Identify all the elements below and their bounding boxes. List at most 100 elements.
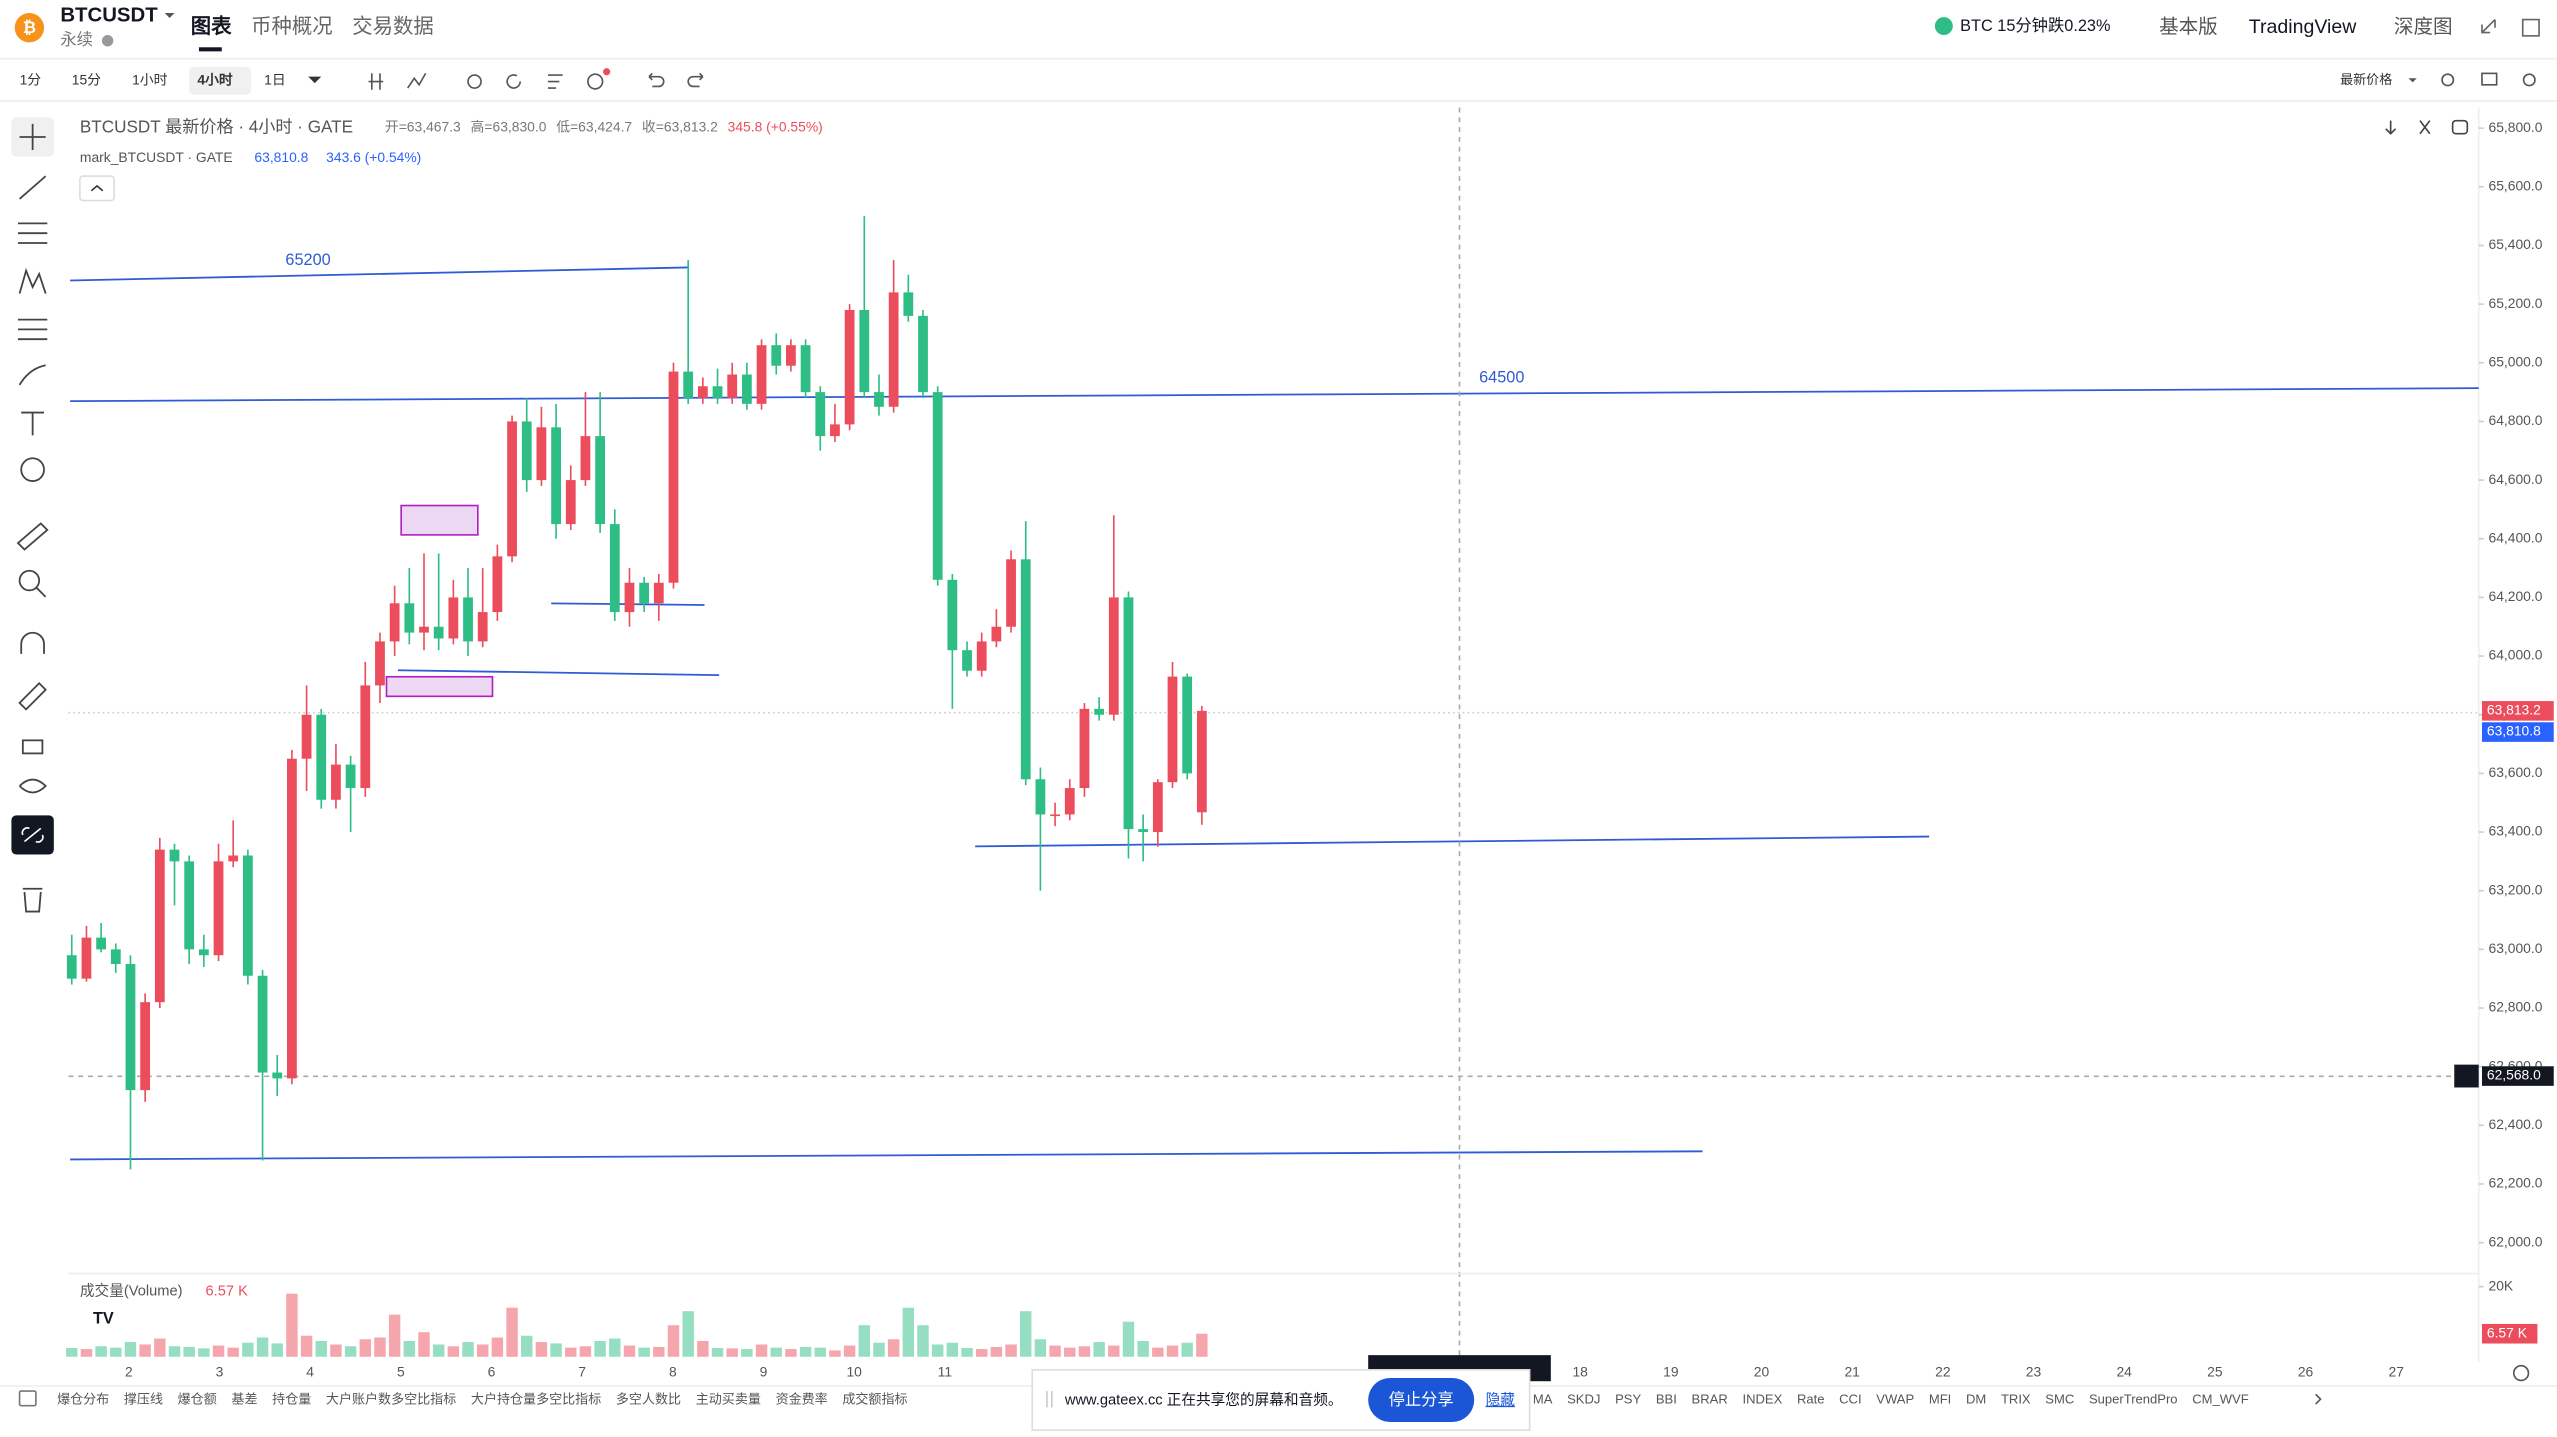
zone-box[interactable] <box>400 504 479 536</box>
collapse-caret[interactable] <box>90 184 104 192</box>
indicator[interactable]: DM <box>1966 1391 1986 1406</box>
hide-link[interactable]: 隐藏 <box>1486 1392 1516 1409</box>
y-tick-label: 62,400.0 <box>2489 1116 2543 1132</box>
price-type[interactable]: 最新价格 <box>2340 72 2392 87</box>
x-tick-label: 5 <box>397 1364 405 1380</box>
indicator[interactable]: SuperTrendPro <box>2089 1391 2178 1406</box>
volume-bar <box>315 1340 327 1357</box>
legend-title: BTCUSDT 最新价格 · 4小时 · GATE <box>80 118 353 137</box>
candle-body <box>609 524 620 613</box>
candle-body <box>727 374 738 398</box>
toolbar-icons[interactable] <box>368 72 2536 90</box>
interval-caret[interactable] <box>308 76 322 84</box>
drawing-tools[interactable] <box>16 123 49 913</box>
calendar-icon[interactable] <box>18 1390 37 1407</box>
price-tag-label: 63,813.2 <box>2487 702 2541 718</box>
window-icon[interactable] <box>2521 18 2540 37</box>
indicator[interactable]: BRAR <box>1692 1391 1728 1406</box>
symbol-caret[interactable] <box>164 13 175 18</box>
indicator[interactable]: 撑压线 <box>124 1391 163 1406</box>
collapse-button[interactable] <box>79 175 115 202</box>
zone-box[interactable] <box>385 675 494 698</box>
indicator[interactable]: TRIX <box>2001 1391 2031 1406</box>
indicator[interactable]: 成交额指标 <box>842 1391 907 1406</box>
interval[interactable]: 1日 <box>264 71 286 87</box>
candle-body <box>756 345 767 404</box>
candle-body <box>580 436 591 481</box>
candle-body <box>874 392 884 407</box>
x-tick-label: 24 <box>2116 1364 2132 1380</box>
y-tick-label: 63,400.0 <box>2489 823 2543 839</box>
volume-bar <box>521 1335 533 1357</box>
candle-body <box>463 597 473 642</box>
candle-body <box>1182 676 1193 774</box>
volume-bar <box>168 1346 181 1357</box>
candle-body <box>1020 559 1031 780</box>
link[interactable]: 基本版 <box>2159 16 2218 38</box>
candle-body <box>1006 559 1016 627</box>
indicator[interactable]: CM_WVF <box>2192 1391 2249 1406</box>
trend-lines[interactable] <box>70 266 2479 1161</box>
indicator[interactable]: CCI <box>1839 1391 1861 1406</box>
candle-body <box>228 855 239 862</box>
link[interactable]: 深度图 <box>2394 16 2453 38</box>
candle-body <box>1152 782 1163 833</box>
indicator[interactable]: MFI <box>1929 1391 1951 1406</box>
info-icon[interactable] <box>101 35 114 47</box>
symbol[interactable]: BTCUSDT <box>60 5 158 27</box>
chart-corner-icons[interactable] <box>2385 119 2469 135</box>
price-type-caret[interactable] <box>2408 78 2417 83</box>
x-tick-label: 3 <box>216 1364 224 1380</box>
indicator[interactable]: 持仓量 <box>272 1391 311 1406</box>
indicator[interactable]: 爆仓分布 <box>57 1391 109 1406</box>
indicator[interactable]: INDEX <box>1742 1391 1782 1406</box>
y-tick-label: 64,400.0 <box>2489 529 2543 545</box>
indicator[interactable]: 资金费率 <box>776 1391 828 1406</box>
tab[interactable]: 图表 <box>191 14 232 38</box>
indicator[interactable]: 爆仓额 <box>178 1391 217 1406</box>
volume-bar <box>476 1344 489 1357</box>
indicator[interactable]: MA <box>1533 1391 1553 1406</box>
indicator[interactable]: 大户持仓量多空比指标 <box>471 1391 601 1406</box>
candle-body <box>844 309 855 425</box>
x-tick-label: 21 <box>1844 1364 1860 1380</box>
link[interactable]: TradingView <box>2249 16 2357 38</box>
link-tool-icon[interactable] <box>21 827 44 843</box>
stop-label[interactable]: 停止分享 <box>1389 1391 1454 1409</box>
volume-bar <box>1020 1311 1032 1357</box>
crosshair-plus[interactable] <box>2454 1064 2479 1088</box>
indicator[interactable]: SKDJ <box>1567 1391 1600 1406</box>
indicator[interactable]: BBI <box>1656 1391 1677 1406</box>
indicator[interactable]: Rate <box>1797 1391 1825 1406</box>
indicator[interactable]: 大户账户数多空比指标 <box>326 1391 456 1406</box>
y-tick-label: 64,600.0 <box>2489 471 2543 487</box>
indicator[interactable]: PSY <box>1615 1391 1641 1406</box>
volume-tag-label: 6.57 K <box>2487 1324 2528 1340</box>
candle-body <box>507 421 517 557</box>
interval[interactable]: 15分 <box>72 71 101 87</box>
indicator[interactable]: 基差 <box>231 1391 257 1406</box>
indicator[interactable]: SMC <box>2045 1391 2074 1406</box>
more-arrow[interactable] <box>2315 1393 2322 1405</box>
volume-bar <box>95 1346 107 1357</box>
interval[interactable]: 1分 <box>20 71 42 87</box>
tab-indicator <box>198 47 222 52</box>
expand-icon[interactable] <box>2481 18 2496 34</box>
candle-body <box>81 937 92 979</box>
volume-bar <box>579 1346 592 1357</box>
indicator[interactable]: VWAP <box>1876 1391 1914 1406</box>
interval[interactable]: 4小时 <box>197 71 233 87</box>
ticker[interactable]: BTC 15分钟跌0.23% <box>1960 17 2110 35</box>
settings-icon[interactable] <box>2512 1364 2530 1382</box>
candle-body <box>1035 779 1046 815</box>
tab[interactable]: 币种概况 <box>251 15 333 38</box>
volume-tag <box>2481 1323 2538 1344</box>
interval[interactable]: 1小时 <box>132 71 168 87</box>
mark-price: 63,810.8 <box>254 149 308 165</box>
volume-bar <box>359 1339 371 1357</box>
tab[interactable]: 交易数据 <box>352 15 434 38</box>
indicator[interactable]: 多空人数比 <box>616 1391 681 1406</box>
stop-button[interactable] <box>1368 1377 1475 1422</box>
volume-bar <box>858 1325 871 1357</box>
indicator[interactable]: 主动买卖量 <box>696 1391 761 1406</box>
